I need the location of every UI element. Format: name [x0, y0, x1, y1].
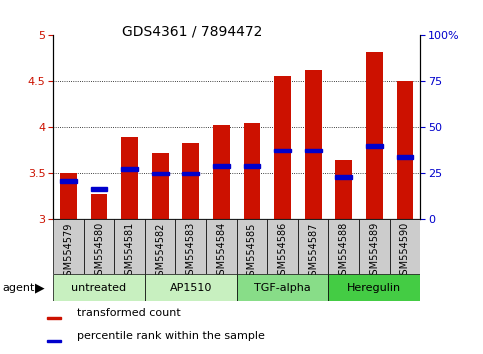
Text: Heregulin: Heregulin — [347, 282, 401, 293]
Bar — [274, 149, 291, 152]
Bar — [298, 219, 328, 274]
Text: GSM554585: GSM554585 — [247, 222, 257, 281]
Bar — [328, 219, 359, 274]
Bar — [91, 194, 107, 219]
Bar — [243, 164, 260, 168]
Bar — [53, 274, 145, 301]
Text: GSM554581: GSM554581 — [125, 222, 135, 281]
Bar — [328, 274, 420, 301]
Bar — [152, 172, 169, 175]
Bar — [152, 153, 169, 219]
Text: untreated: untreated — [71, 282, 127, 293]
Bar — [213, 164, 230, 168]
Bar — [91, 187, 107, 191]
Text: GSM554587: GSM554587 — [308, 222, 318, 281]
Bar — [366, 144, 383, 148]
Bar — [60, 173, 77, 219]
Bar — [183, 143, 199, 219]
Bar — [145, 219, 175, 274]
Text: GSM554589: GSM554589 — [369, 222, 379, 281]
Text: AP1510: AP1510 — [170, 282, 212, 293]
Bar — [397, 155, 413, 159]
Bar — [121, 167, 138, 171]
Bar — [53, 219, 84, 274]
Text: GSM554579: GSM554579 — [63, 222, 73, 281]
Bar — [305, 149, 322, 152]
Bar — [60, 179, 77, 183]
Bar — [183, 172, 199, 175]
Bar — [243, 123, 260, 219]
Text: GSM554583: GSM554583 — [186, 222, 196, 281]
Text: GSM554582: GSM554582 — [155, 222, 165, 281]
Bar — [237, 274, 328, 301]
Text: GSM554590: GSM554590 — [400, 222, 410, 281]
Bar — [47, 317, 61, 319]
Bar — [237, 219, 267, 274]
Text: GSM554580: GSM554580 — [94, 222, 104, 281]
Text: agent: agent — [2, 282, 35, 293]
Bar — [366, 52, 383, 219]
Bar — [175, 219, 206, 274]
Text: TGF-alpha: TGF-alpha — [254, 282, 311, 293]
Bar — [305, 70, 322, 219]
Text: GSM554584: GSM554584 — [216, 222, 227, 281]
Bar — [121, 137, 138, 219]
Bar — [47, 340, 61, 342]
Bar — [213, 125, 230, 219]
Bar — [335, 175, 352, 179]
Bar — [206, 219, 237, 274]
Text: transformed count: transformed count — [77, 308, 181, 318]
Bar — [397, 81, 413, 219]
Bar — [359, 219, 390, 274]
Bar — [267, 219, 298, 274]
Text: GSM554588: GSM554588 — [339, 222, 349, 281]
Bar — [145, 274, 237, 301]
Bar — [390, 219, 420, 274]
Text: ▶: ▶ — [35, 281, 44, 294]
Bar — [84, 219, 114, 274]
Bar — [274, 76, 291, 219]
Bar — [114, 219, 145, 274]
Bar — [335, 160, 352, 219]
Text: GSM554586: GSM554586 — [278, 222, 287, 281]
Text: percentile rank within the sample: percentile rank within the sample — [77, 331, 265, 341]
Text: GDS4361 / 7894472: GDS4361 / 7894472 — [122, 25, 263, 39]
